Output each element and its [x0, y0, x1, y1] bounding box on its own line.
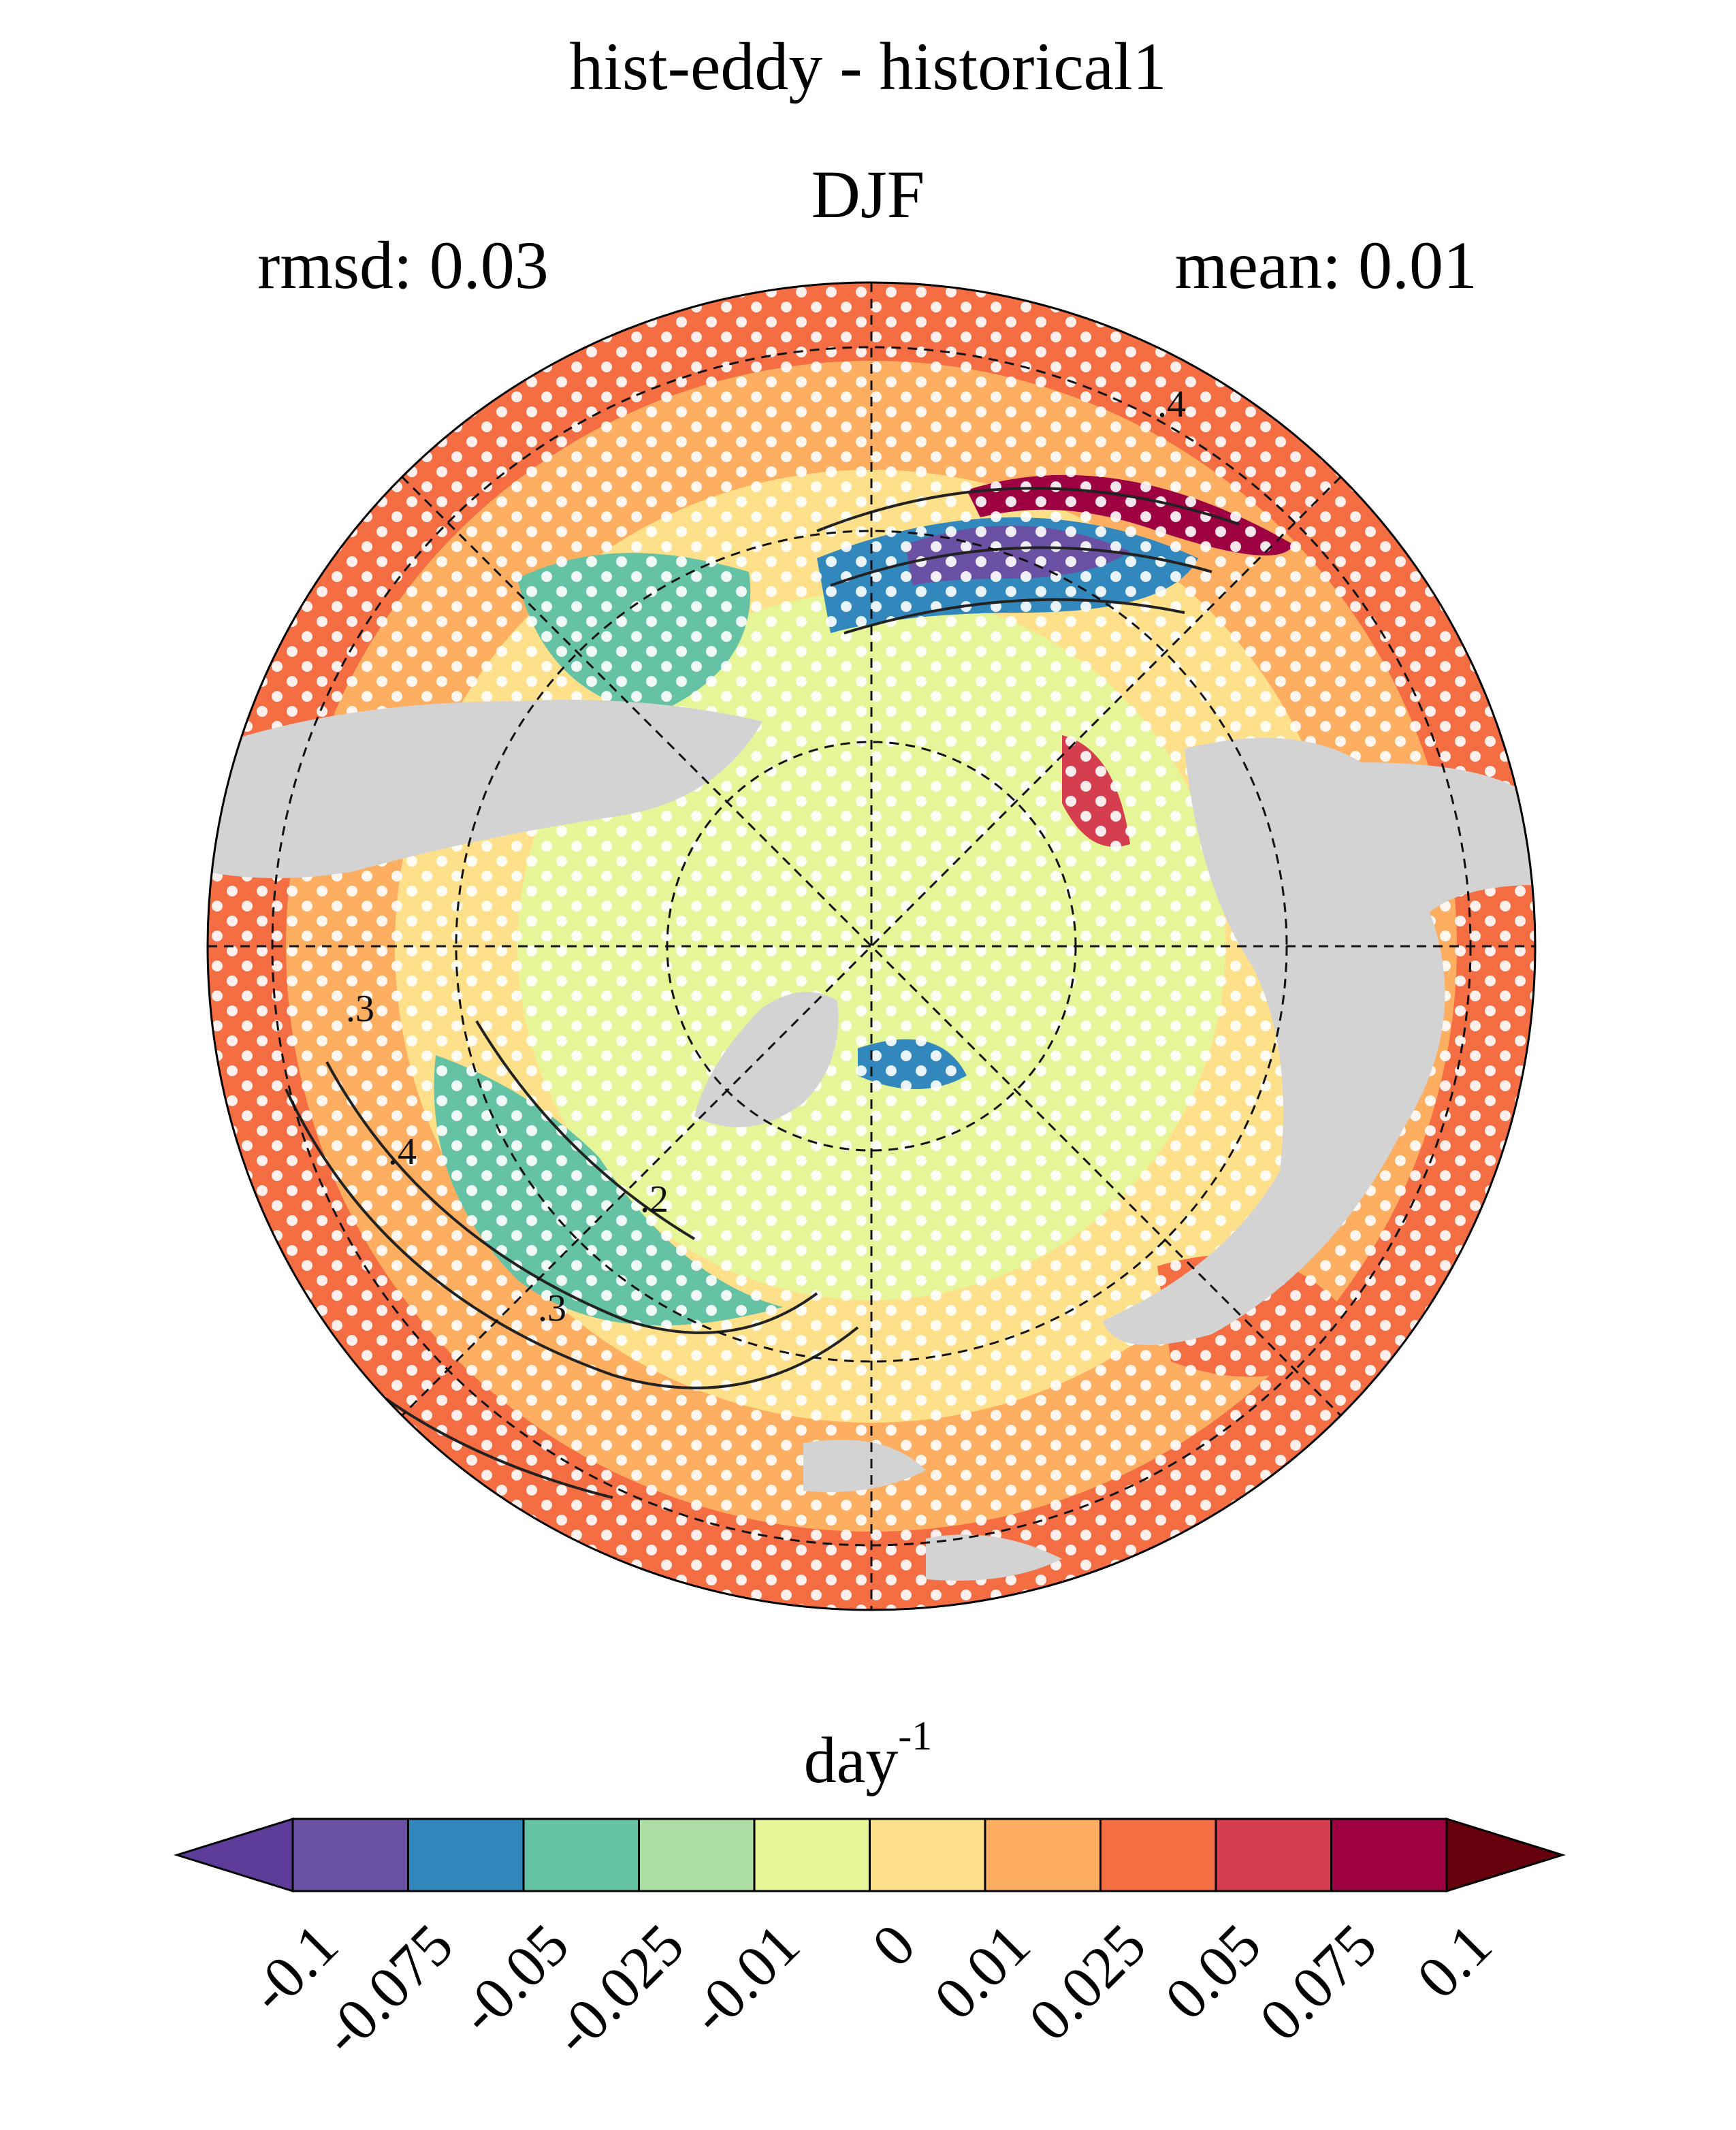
contour-label: .4 — [1157, 383, 1186, 425]
contour-label: .3 — [538, 1287, 566, 1329]
contour-label-group: .4 .3 .4 .2 .3 — [346, 383, 1186, 1329]
contour-label: .2 — [640, 1178, 669, 1221]
colorbar-segment — [407, 1818, 525, 1892]
chart-subtitle: DJF — [811, 157, 925, 232]
rmsd-stat: rmsd: 0.03 — [257, 227, 549, 303]
colorbar-segment — [291, 1818, 409, 1892]
chart-title: hist-eddy - historical1 — [569, 29, 1167, 104]
colorbar-segment — [869, 1818, 986, 1892]
contour-label: .3 — [346, 988, 374, 1030]
colorbar-segment — [1330, 1818, 1448, 1892]
land-mask-africa — [803, 1440, 926, 1492]
map-boundary — [206, 281, 1537, 1611]
contour-label: .4 — [388, 1131, 417, 1173]
colorbar-segment — [638, 1818, 756, 1892]
colorbar-segment — [1215, 1818, 1332, 1892]
colorbar-unit-exponent: -1 — [898, 1713, 933, 1758]
polar-map: .4 .3 .4 .2 .3 — [206, 281, 1537, 1611]
colorbar-segment — [1099, 1818, 1217, 1892]
colorbar-segment — [522, 1818, 640, 1892]
mean-stat: mean: 0.01 — [1174, 227, 1477, 303]
colorbar-segment — [753, 1818, 871, 1892]
map-field — [208, 283, 1535, 1610]
colorbar-unit-label: day-1 — [0, 1715, 1736, 1793]
land-mask-arabia — [926, 1534, 1062, 1581]
lat-lon-grid — [208, 283, 1535, 1610]
colorbar-extend-high — [1445, 1817, 1566, 1893]
land-mask-north-america — [208, 700, 762, 878]
colorbar-segment — [984, 1818, 1102, 1892]
colorbar-extend-low — [173, 1817, 294, 1893]
colorbar-unit: day — [803, 1724, 899, 1796]
land-mask-eurasia — [1103, 738, 1535, 1345]
